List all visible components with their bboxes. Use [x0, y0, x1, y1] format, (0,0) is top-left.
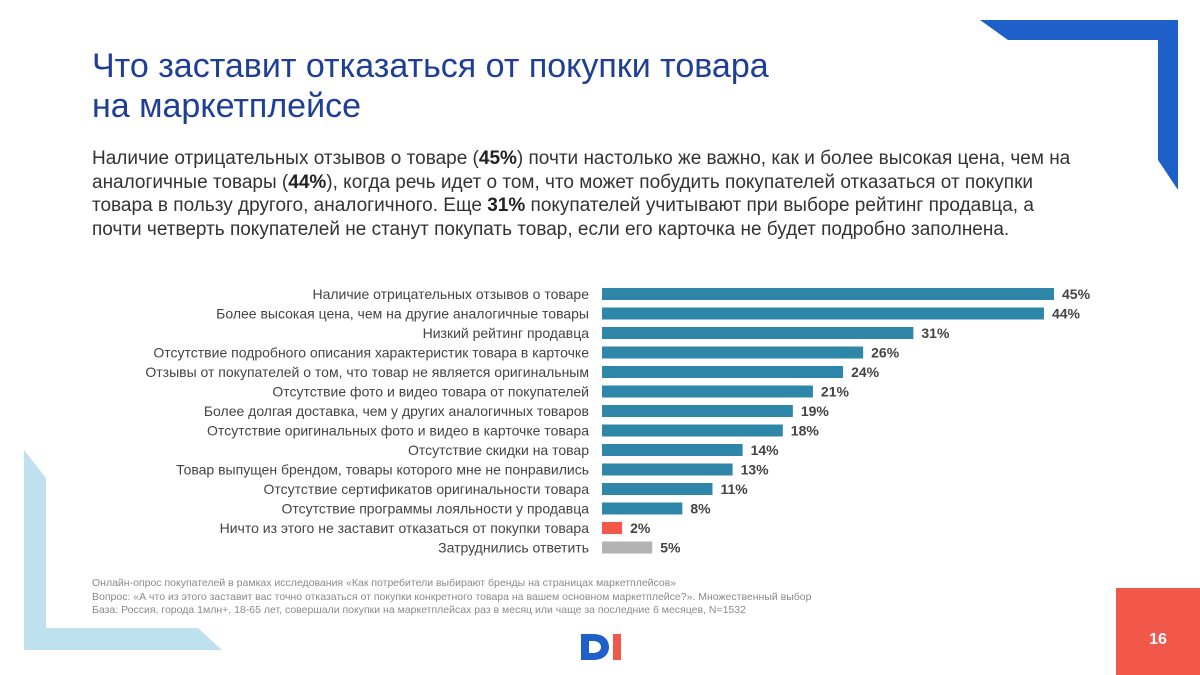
value-label: 31% — [921, 325, 950, 341]
footnote-line-3: База: Россия, города 1млн+, 18-65 лет, с… — [92, 604, 746, 616]
intro-paragraph: Наличие отрицательных отзывов о товаре (… — [92, 147, 1072, 241]
value-label: 45% — [1062, 286, 1091, 302]
value-label: 11% — [720, 481, 748, 497]
bar — [602, 288, 1054, 300]
bar — [602, 346, 864, 359]
value-label: 26% — [871, 345, 900, 361]
page-number-box: 16 — [1116, 588, 1200, 675]
bar — [602, 444, 743, 456]
category-label: Наличие отрицательных отзывов о товаре — [312, 286, 589, 302]
bar — [602, 522, 623, 534]
intro-text-2: ) почти настолько же важно, как и более … — [92, 148, 1071, 193]
page-title: Что заставит отказаться от покупки товар… — [92, 46, 769, 126]
category-label: Низкий рейтинг продавца — [423, 325, 590, 341]
bar-chart: Наличие отрицательных отзывов о товаре 45… — [145, 286, 1091, 556]
bar — [602, 385, 813, 398]
category-label: Отсутствие оригинальных фото и видео в к… — [207, 423, 589, 439]
title-line-2: на маркетплейсе — [92, 87, 361, 125]
value-label: 44% — [1052, 306, 1081, 322]
category-label: Отсутствие фото и видео товара от покупа… — [272, 384, 589, 400]
page-number: 16 — [1149, 631, 1167, 648]
category-label: Отсутствие подробного описания характери… — [153, 345, 589, 361]
corner-bracket-light — [24, 450, 222, 650]
title-line-1: Что заставит отказаться от покупки товар… — [92, 47, 769, 85]
category-label: Отсутствие программы лояльности у продав… — [281, 501, 589, 517]
value-label: 14% — [751, 442, 780, 458]
value-label: 19% — [801, 403, 830, 419]
intro-value-1: 45% — [478, 148, 517, 169]
category-label: Затруднились ответить — [438, 540, 589, 556]
bar — [602, 307, 1044, 320]
category-label: Отзывы от покупателей о том, что товар н… — [145, 364, 589, 380]
intro-text-1: Наличие отрицательных отзывов о товаре ( — [92, 148, 479, 169]
value-label: 21% — [821, 384, 850, 400]
value-label: 2% — [630, 520, 651, 536]
bar — [602, 327, 914, 339]
bar — [602, 541, 653, 554]
value-label: 13% — [741, 462, 770, 478]
value-label: 8% — [690, 501, 711, 517]
brand-logo — [581, 634, 621, 660]
bar — [602, 483, 713, 495]
footnote-line-1: Онлайн-опрос покупателей в рамках исслед… — [92, 577, 677, 589]
footnote-line-2: Вопрос: «А что из этого заставит вас точ… — [92, 590, 812, 603]
bar — [602, 502, 683, 515]
footnote: Онлайн-опрос покупателей в рамках исслед… — [92, 577, 812, 618]
category-label: Товар выпущен брендом, товары которого м… — [176, 462, 589, 478]
category-label: Ничто из этого не заставит отказаться от… — [220, 520, 590, 536]
corner-bracket-blue — [980, 20, 1178, 190]
category-label: Отсутствие сертификатов оригинальности т… — [264, 481, 590, 497]
value-label: 18% — [791, 423, 820, 439]
bar — [602, 424, 783, 437]
intro-text-3: ), когда речь идет о том, что может побу… — [92, 171, 1034, 217]
intro-text-4: покупателей учитывают при выборе рейтинг… — [92, 195, 1034, 240]
intro-value-2: 44% — [288, 171, 327, 193]
category-label: Более долгая доставка, чем у других анал… — [204, 403, 589, 419]
value-label: 5% — [660, 540, 681, 556]
bar — [602, 366, 844, 378]
bar — [602, 405, 793, 417]
value-label: 24% — [851, 364, 880, 380]
category-label: Более высокая цена, чем на другие аналог… — [216, 306, 589, 322]
bar — [602, 463, 733, 476]
intro-value-3: 31% — [487, 195, 526, 216]
category-label: Отсутствие скидки на товар — [408, 442, 589, 458]
